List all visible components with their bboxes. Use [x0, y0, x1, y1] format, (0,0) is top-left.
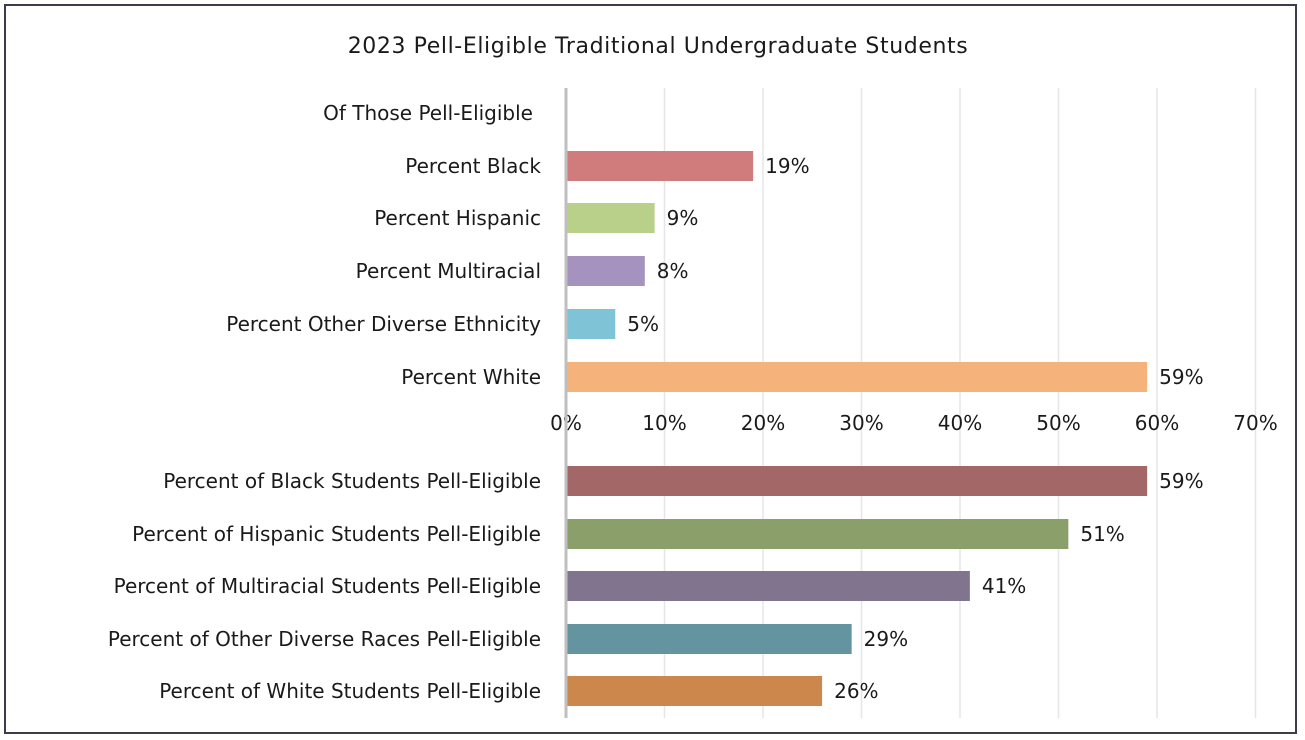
category-label: Percent White [401, 365, 541, 389]
bar [566, 676, 823, 706]
category-label: Percent of Black Students Pell-Eligible [163, 469, 541, 493]
bar [566, 203, 655, 233]
category-label: Percent Black [405, 154, 541, 178]
bar [566, 362, 1148, 392]
data-label: 19% [765, 154, 809, 178]
data-label: 9% [667, 206, 699, 230]
data-label: 59% [1159, 469, 1203, 493]
bar [566, 309, 616, 339]
x-tick-label: 70% [1233, 411, 1277, 435]
category-label: Percent Hispanic [374, 206, 541, 230]
value-labels: 19% 9% 8% 5% 59% 59% 51% 41% 29% 26% [627, 154, 1203, 703]
category-labels: Of Those Pell-Eligible Percent Black Perce… [108, 101, 542, 703]
data-label: 29% [864, 627, 908, 651]
x-tick-label: 10% [642, 411, 686, 435]
data-label: 59% [1159, 365, 1203, 389]
data-label: 5% [627, 312, 659, 336]
x-tick-label: 50% [1036, 411, 1080, 435]
category-label: Percent Other Diverse Ethnicity [226, 312, 541, 336]
data-label: 51% [1080, 522, 1124, 546]
group-header-label: Of Those Pell-Eligible [323, 101, 533, 125]
category-label: Percent of Other Diverse Races Pell-Elig… [108, 627, 541, 651]
gridlines [663, 88, 1257, 718]
x-tick-label: 20% [741, 411, 785, 435]
data-label: 41% [982, 574, 1026, 598]
data-label: 26% [834, 679, 878, 703]
x-axis-ticks: 0%10%20%30%40%50%60%70% [550, 411, 1278, 435]
category-label: Percent Multiracial [356, 259, 541, 283]
bar [566, 256, 645, 286]
category-label: Percent of Hispanic Students Pell-Eligib… [132, 522, 541, 546]
category-label: Percent of Multiracial Students Pell-Eli… [114, 574, 541, 598]
data-label: 8% [657, 259, 689, 283]
bar [566, 624, 852, 654]
x-tick-label: 30% [839, 411, 883, 435]
category-label: Percent of White Students Pell-Eligible [159, 679, 541, 703]
bar [566, 151, 754, 181]
bar [566, 466, 1148, 496]
x-tick-label: 40% [938, 411, 982, 435]
bar [566, 571, 970, 601]
x-tick-label: 60% [1135, 411, 1179, 435]
chart-title: 2023 Pell-Eligible Traditional Undergrad… [348, 34, 969, 59]
bar [566, 519, 1069, 549]
bars [566, 151, 1148, 706]
